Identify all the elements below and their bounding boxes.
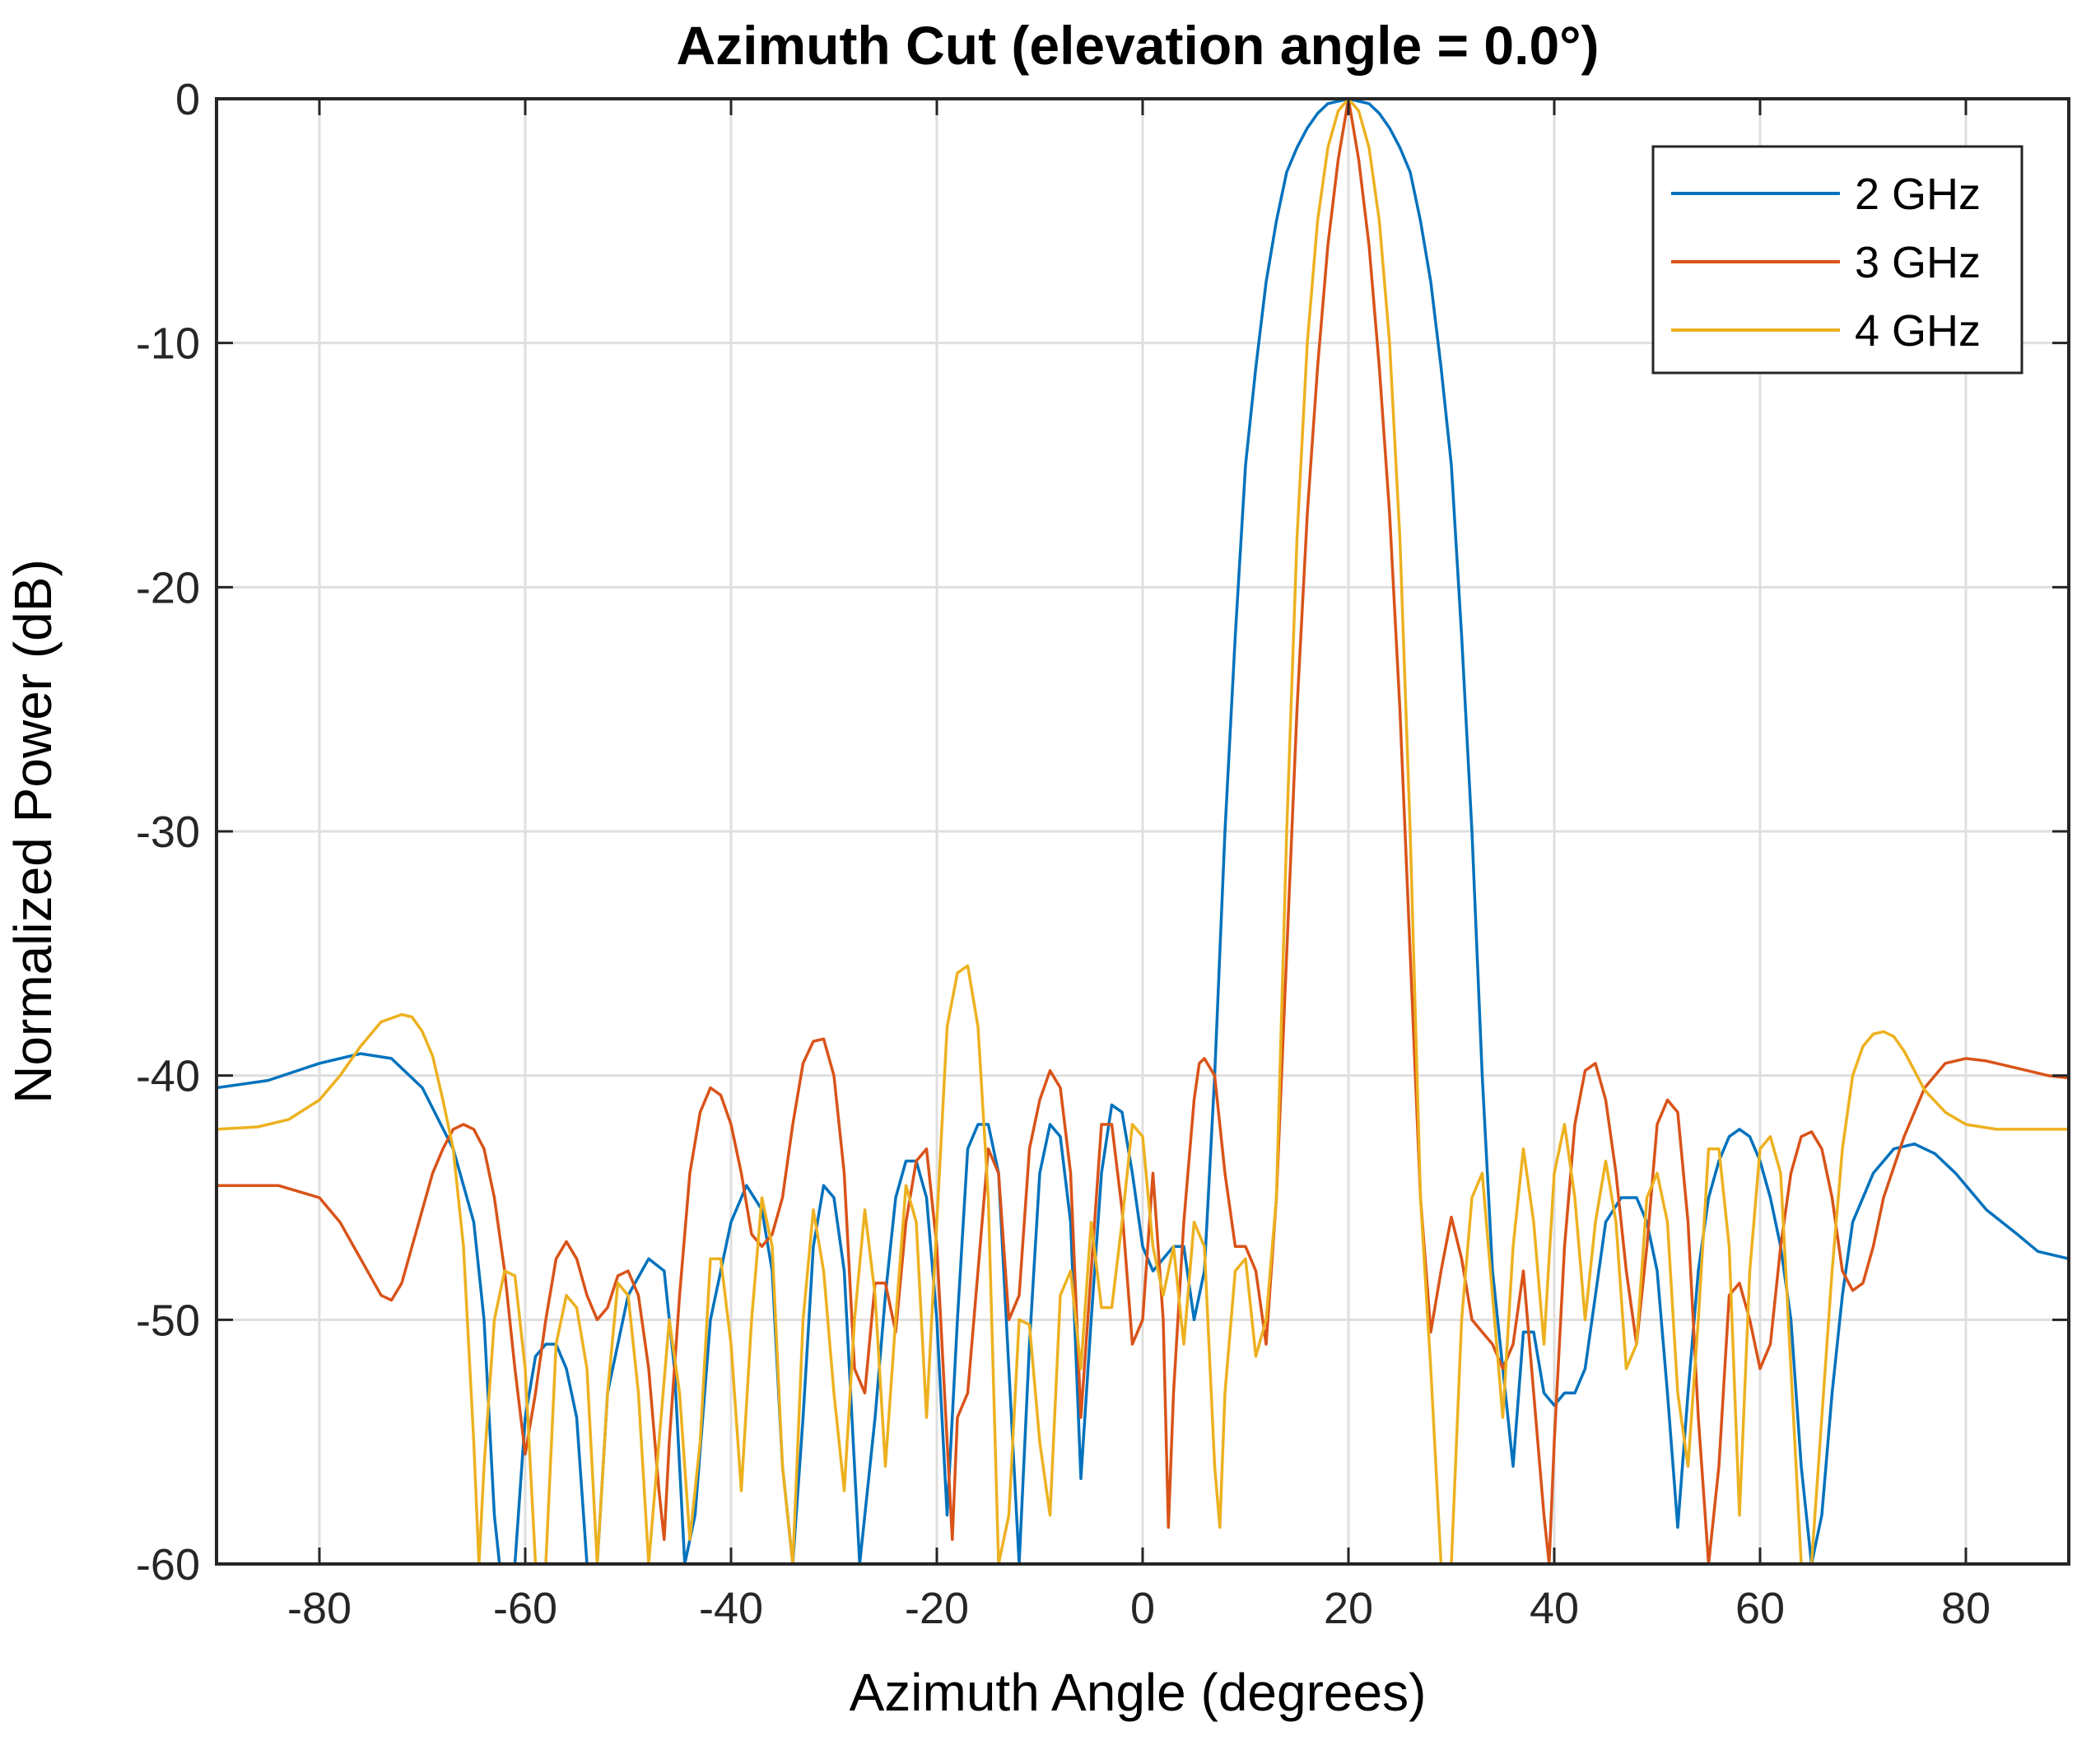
y-tick-label: -40 xyxy=(136,1052,200,1101)
y-tick-label: -10 xyxy=(136,319,200,369)
x-tick-label: 40 xyxy=(1530,1584,1579,1633)
y-axis-title: Normalized Power (dB) xyxy=(3,559,63,1104)
x-tick-label: 80 xyxy=(1941,1584,1991,1633)
x-tick-label: -80 xyxy=(287,1584,352,1633)
plot-series xyxy=(217,99,2069,1564)
axis-ticks xyxy=(217,97,2069,1566)
x-tick-label: -40 xyxy=(699,1584,763,1633)
y-tick-label: -30 xyxy=(136,808,200,857)
y-tick-label: -20 xyxy=(136,563,200,612)
y-axis-tick-labels: 0 -10 -20 -30 -40 -50 -60 xyxy=(136,75,200,1589)
legend-label-3ghz: 3 GHz xyxy=(1855,238,1981,287)
x-tick-label: 20 xyxy=(1324,1584,1373,1633)
x-tick-label: -20 xyxy=(905,1584,969,1633)
x-tick-label: 0 xyxy=(1130,1584,1155,1633)
series-line-4-ghz xyxy=(217,99,2069,1564)
legend: 2 GHz 3 GHz 4 GHz xyxy=(1651,145,2023,375)
chart-title: Azimuth Cut (elevation angle = 0.0°) xyxy=(676,15,1599,76)
x-tick-label: 60 xyxy=(1735,1584,1785,1633)
x-tick-label: -60 xyxy=(493,1584,557,1633)
y-tick-label: -50 xyxy=(136,1296,200,1345)
x-axis-title: Azimuth Angle (degrees) xyxy=(850,1663,1427,1722)
legend-label-4ghz: 4 GHz xyxy=(1855,306,1981,356)
series-line-3-ghz xyxy=(217,99,2069,1564)
y-tick-label: -60 xyxy=(136,1540,200,1589)
x-axis-tick-labels: -80 -60 -40 -20 0 20 40 60 80 xyxy=(287,1584,1991,1633)
legend-label-2ghz: 2 GHz xyxy=(1855,170,1981,219)
legend-box xyxy=(1651,145,2023,375)
y-tick-label: 0 xyxy=(175,75,200,124)
